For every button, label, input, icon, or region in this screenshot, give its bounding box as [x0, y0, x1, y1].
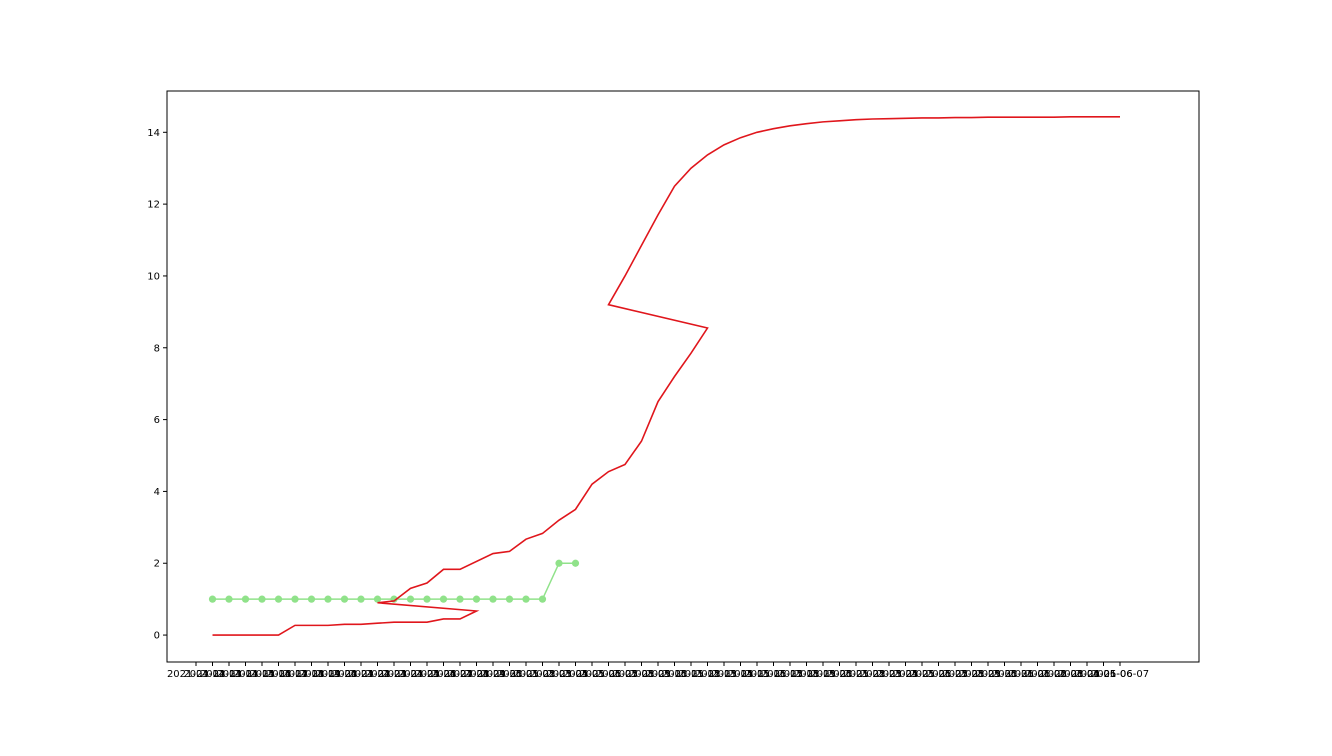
x-tick-label: 2021-05-05	[546, 669, 604, 680]
x-tick-label: 2021-05-12	[662, 669, 720, 680]
x-tick-label: 2021-06-01	[992, 669, 1050, 680]
x-tick-label: 2021-04-20	[299, 669, 357, 680]
x-tick-label: 2021-05-28	[926, 669, 984, 680]
x-tick-label: 2021-04-27	[414, 669, 472, 680]
x-tick-label: 2021-04-29	[447, 669, 505, 680]
x-tick-label: 2021-05-17	[744, 669, 802, 680]
x-tick-label: 2021-04-14	[200, 669, 258, 680]
x-tick-label: 2021-04-22	[332, 669, 390, 680]
x-tick-label: 2021-04-18	[266, 669, 324, 680]
series-1-point	[258, 595, 266, 603]
y-tick-label: 10	[147, 271, 160, 282]
x-tick-label: 2021-05-24	[860, 669, 918, 680]
series-1-point	[489, 595, 497, 603]
x-tick-label: 2021-06-07	[1091, 669, 1149, 680]
x-tick-label: 2021-04-12	[167, 669, 225, 680]
x-tick-label: 2021-05-09	[612, 669, 670, 680]
x-tick-label: 2021-05-03	[513, 669, 571, 680]
series-1-point	[522, 595, 530, 603]
y-tick-label: 12	[147, 200, 160, 211]
y-tick-label: 8	[154, 343, 160, 354]
x-tick-label: 2021-05-29	[942, 669, 1000, 680]
series-1-point	[291, 595, 299, 603]
x-tick-label: 2021-04-26	[398, 669, 456, 680]
x-tick-label: 2021-05-23	[843, 669, 901, 680]
plot-layer	[208, 116, 1120, 636]
x-tick-label: 2021-06-02	[1008, 669, 1066, 680]
series-1-point	[439, 595, 448, 603]
x-tick-label: 2021-04-23	[348, 669, 406, 680]
x-tick-label: 2021-04-25	[381, 669, 439, 680]
series-1-point	[225, 595, 233, 603]
series-1-point	[340, 595, 349, 603]
axes-layer: 024681012142021-04-122021-04-132021-04-1…	[147, 90, 1200, 680]
x-tick-label: 2021-05-22	[827, 669, 885, 680]
series-1-point	[208, 595, 217, 603]
x-tick-label: 2021-04-15	[216, 669, 274, 680]
x-tick-label: 2021-05-21	[810, 669, 868, 680]
x-tick-label: 2021-05-04	[530, 669, 588, 680]
series-1-point	[324, 595, 332, 603]
x-tick-label: 2021-04-19	[282, 669, 340, 680]
x-tick-label: 2021-05-10	[629, 669, 687, 680]
y-tick-label: 4	[154, 487, 160, 498]
x-tick-label: 2021-05-19	[777, 669, 835, 680]
series-1-point	[307, 595, 316, 603]
y-tick-label: 14	[147, 128, 160, 139]
x-tick-label: 2021-05-20	[794, 669, 852, 680]
series-1-point	[274, 595, 283, 603]
x-tick-label: 2021-06-06	[1074, 669, 1132, 680]
x-tick-label: 2021-05-02	[497, 669, 555, 680]
x-tick-label: 2021-05-26	[893, 669, 951, 680]
series-1-point	[241, 595, 250, 603]
y-tick-label: 6	[154, 415, 160, 426]
series-1-point	[538, 595, 547, 603]
series-1-point	[423, 595, 431, 603]
x-tick-label: 2021-05-30	[959, 669, 1017, 680]
x-tick-label: 2021-05-13	[678, 669, 736, 680]
x-tick-label: 2021-05-06	[563, 669, 621, 680]
x-tick-label: 2021-05-08	[596, 669, 654, 680]
x-tick-label: 2021-05-14	[695, 669, 753, 680]
series-1-point	[571, 559, 580, 567]
x-tick-label: 2021-04-16	[233, 669, 291, 680]
x-tick-label: 2021-05-25	[876, 669, 934, 680]
x-tick-label: 2021-05-18	[761, 669, 819, 680]
series-1-point	[406, 595, 415, 603]
x-tick-label: 2021-05-15	[711, 669, 769, 680]
series-1-point	[456, 595, 464, 603]
x-tick-label: 2021-04-17	[249, 669, 307, 680]
series-1-point	[505, 595, 514, 603]
x-tick-label: 2021-05-27	[909, 669, 967, 680]
x-tick-label: 2021-04-30	[464, 669, 522, 680]
x-tick-label: 2021-04-24	[365, 669, 423, 680]
x-tick-label: 2021-05-11	[645, 669, 703, 680]
x-tick-label: 2021-06-04	[1041, 669, 1099, 680]
x-tick-label: 2021-05-16	[728, 669, 786, 680]
x-tick-label: 2021-05-31	[975, 669, 1033, 680]
x-tick-label: 2021-04-21	[315, 669, 373, 680]
series-1-point	[357, 595, 365, 603]
series-1-point	[555, 559, 563, 567]
x-tick-label: 2021-04-13	[183, 669, 241, 680]
x-tick-label: 2021-05-07	[579, 669, 637, 680]
y-tick-label: 0	[154, 631, 160, 642]
series-1-point	[472, 595, 481, 603]
x-tick-label: 2021-06-03	[1025, 669, 1083, 680]
x-tick-label: 2021-05-01	[480, 669, 538, 680]
x-tick-label: 2021-04-28	[431, 669, 489, 680]
x-tick-label: 2021-06-05	[1058, 669, 1116, 680]
series-1-point	[373, 595, 382, 603]
series-2-line	[212, 116, 1120, 636]
plot-frame	[166, 90, 1200, 663]
y-tick-label: 2	[154, 559, 160, 570]
